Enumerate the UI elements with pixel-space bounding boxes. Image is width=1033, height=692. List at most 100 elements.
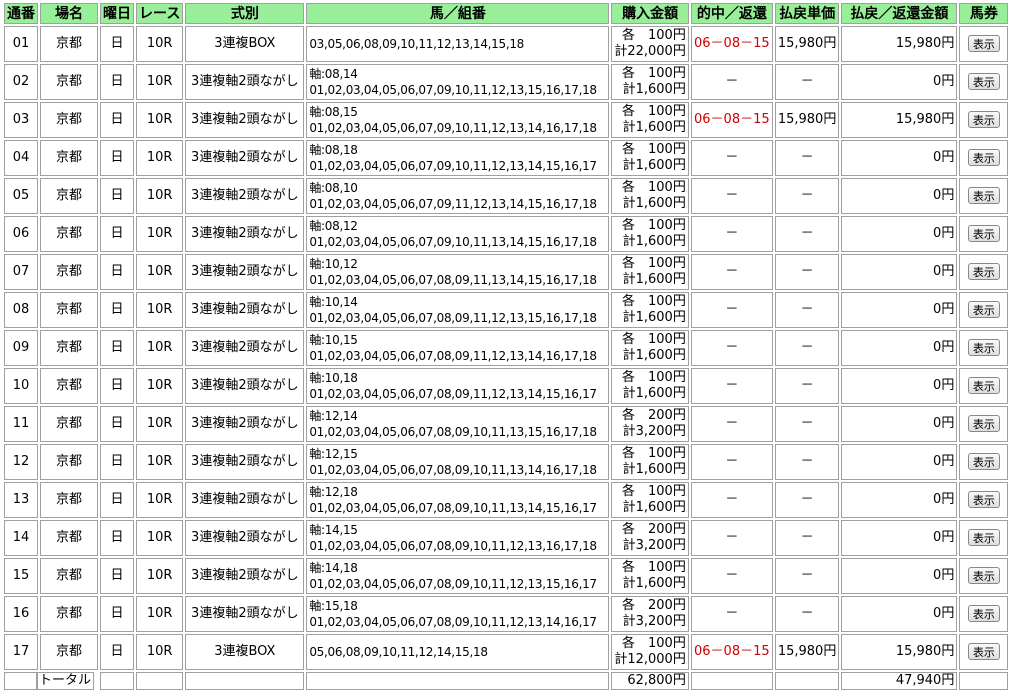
unit-payout-cell: － xyxy=(774,444,840,480)
ticket-cell[interactable]: 表示 xyxy=(959,292,1009,328)
show-ticket-button[interactable]: 表示 xyxy=(967,605,1000,622)
show-ticket-button[interactable]: 表示 xyxy=(967,643,1000,660)
bet-type-cell: 3連複軸2頭ながし xyxy=(185,596,305,632)
venue-cell: 京都 xyxy=(40,406,99,442)
horses-cell: 軸:08,15 01,02,03,04,05,06,07,09,10,11,12,… xyxy=(306,102,610,138)
each-amount: 各 100円 xyxy=(622,636,686,651)
ticket-cell[interactable]: 表示 xyxy=(959,26,1009,62)
payout-cell: 0円 xyxy=(841,596,958,632)
table-row: 12 京都日 10R 3連複軸2頭ながし 軸:12,15 01,02,03,04,05,0… xyxy=(4,444,1009,480)
ticket-cell[interactable]: 表示 xyxy=(959,482,1009,518)
weekday-cell: 日 xyxy=(100,596,135,632)
show-ticket-button[interactable]: 表示 xyxy=(967,567,1000,584)
table-row: 01 京都日 10R 3連複BOX 03,05,06,08,09,10,11,12,13… xyxy=(4,26,1009,62)
serial-cell: 04 xyxy=(4,140,38,176)
horse-numbers: 01,02,03,04,05,06,07,09,11,12,13,14,15,1… xyxy=(309,197,597,211)
header-bet-type: 式別 xyxy=(185,3,305,24)
show-ticket-button[interactable]: 表示 xyxy=(967,187,1000,204)
empty-cell xyxy=(690,672,773,690)
unit-payout-cell: － xyxy=(774,482,840,518)
ticket-cell[interactable]: 表示 xyxy=(959,64,1009,100)
show-ticket-button[interactable]: 表示 xyxy=(967,301,1000,318)
table-row: 14 京都日 10R 3連複軸2頭ながし 軸:14,15 01,02,03,04,05,0… xyxy=(4,520,1009,556)
horses-cell: 軸:10,15 01,02,03,04,05,06,07,08,09,11,12,… xyxy=(306,330,610,366)
venue-cell: 京都 xyxy=(40,596,99,632)
table-row: 16 京都日 10R 3連複軸2頭ながし 軸:15,18 01,02,03,04,05,0… xyxy=(4,596,1009,632)
payout-cell: 0円 xyxy=(841,520,958,556)
serial-cell: 09 xyxy=(4,330,38,366)
unit-payout-cell: － xyxy=(774,64,840,100)
show-ticket-button[interactable]: 表示 xyxy=(967,453,1000,470)
ticket-cell[interactable]: 表示 xyxy=(959,596,1009,632)
ticket-cell[interactable]: 表示 xyxy=(959,254,1009,290)
show-ticket-button[interactable]: 表示 xyxy=(967,529,1000,546)
purchase-cell: 各 200円 計3,200円 xyxy=(611,520,689,556)
ticket-cell[interactable]: 表示 xyxy=(959,330,1009,366)
total-payout: 47,940円 xyxy=(841,672,958,690)
weekday-cell: 日 xyxy=(100,178,135,214)
ticket-cell[interactable]: 表示 xyxy=(959,406,1009,442)
show-ticket-button[interactable]: 表示 xyxy=(967,73,1000,90)
hit-cell: － xyxy=(690,178,773,214)
horses-cell: 軸:10,12 01,02,03,04,05,06,07,08,09,11,13,… xyxy=(306,254,610,290)
horses-cell: 軸:12,18 01,02,03,04,05,06,07,08,09,10,11,… xyxy=(306,482,610,518)
table-row: 07 京都日 10R 3連複軸2頭ながし 軸:10,12 01,02,03,04,05,0… xyxy=(4,254,1009,290)
horse-numbers: 05,06,08,09,10,11,12,14,15,18 xyxy=(309,645,488,659)
total-amount: 計1,600円 xyxy=(622,462,686,477)
table-row: 04 京都日 10R 3連複軸2頭ながし 軸:08,18 01,02,03,04,05,0… xyxy=(4,140,1009,176)
ticket-cell[interactable]: 表示 xyxy=(959,444,1009,480)
ticket-cell[interactable]: 表示 xyxy=(959,102,1009,138)
header-race: レース xyxy=(136,3,184,24)
weekday-cell: 日 xyxy=(100,102,135,138)
payout-cell: 0円 xyxy=(841,140,958,176)
table-row: 11 京都日 10R 3連複軸2頭ながし 軸:12,14 01,02,03,04,05,0… xyxy=(4,406,1009,442)
bet-type-cell: 3連複軸2頭ながし xyxy=(185,330,305,366)
empty-cell xyxy=(774,672,840,690)
each-amount: 各 100円 xyxy=(622,28,686,43)
show-ticket-button[interactable]: 表示 xyxy=(967,377,1000,394)
horse-numbers: 01,02,03,04,05,06,07,09,10,11,12,13,14,1… xyxy=(309,121,597,135)
bet-type-cell: 3連複軸2頭ながし xyxy=(185,140,305,176)
ticket-cell[interactable]: 表示 xyxy=(959,140,1009,176)
header-weekday: 曜日 xyxy=(100,3,135,24)
purchase-cell: 各 100円 計1,600円 xyxy=(611,482,689,518)
total-amount: 計1,600円 xyxy=(622,196,686,211)
bet-type-cell: 3連複BOX xyxy=(185,26,305,62)
show-ticket-button[interactable]: 表示 xyxy=(967,111,1000,128)
header-row: 通番 場名 曜日 レース 式別 馬／組番 購入金額 的中／返還 払戻単価 払戻／返還金額 馬券 xyxy=(4,3,1009,24)
show-ticket-button[interactable]: 表示 xyxy=(967,149,1000,166)
hit-cell: － xyxy=(690,330,773,366)
purchase-cell: 各 100円 計1,600円 xyxy=(611,178,689,214)
payout-cell: 0円 xyxy=(841,330,958,366)
hit-cell: － xyxy=(690,482,773,518)
show-ticket-button[interactable]: 表示 xyxy=(967,415,1000,432)
ticket-cell[interactable]: 表示 xyxy=(959,634,1009,670)
show-ticket-button[interactable]: 表示 xyxy=(967,263,1000,280)
race-cell: 10R xyxy=(136,254,184,290)
total-amount: 計12,000円 xyxy=(614,652,686,667)
empty-cell xyxy=(4,672,38,690)
race-cell: 10R xyxy=(136,482,184,518)
hit-cell: － xyxy=(690,254,773,290)
unit-payout-cell: － xyxy=(774,520,840,556)
venue-cell: 京都 xyxy=(40,330,99,366)
bet-type-cell: 3連複軸2頭ながし xyxy=(185,102,305,138)
total-amount: 計1,600円 xyxy=(622,272,686,287)
unit-payout-cell: － xyxy=(774,140,840,176)
purchase-cell: 各 100円 計1,600円 xyxy=(611,444,689,480)
show-ticket-button[interactable]: 表示 xyxy=(967,491,1000,508)
axis-horses: 軸:15,18 xyxy=(309,599,358,613)
venue-cell: 京都 xyxy=(40,292,99,328)
show-ticket-button[interactable]: 表示 xyxy=(967,35,1000,52)
ticket-cell[interactable]: 表示 xyxy=(959,558,1009,594)
show-ticket-button[interactable]: 表示 xyxy=(967,225,1000,242)
ticket-cell[interactable]: 表示 xyxy=(959,216,1009,252)
ticket-cell[interactable]: 表示 xyxy=(959,520,1009,556)
ticket-cell[interactable]: 表示 xyxy=(959,178,1009,214)
show-ticket-button[interactable]: 表示 xyxy=(967,339,1000,356)
race-cell: 10R xyxy=(136,444,184,480)
weekday-cell: 日 xyxy=(100,216,135,252)
payout-cell: 0円 xyxy=(841,64,958,100)
ticket-cell[interactable]: 表示 xyxy=(959,368,1009,404)
axis-horses: 軸:14,15 xyxy=(309,523,358,537)
